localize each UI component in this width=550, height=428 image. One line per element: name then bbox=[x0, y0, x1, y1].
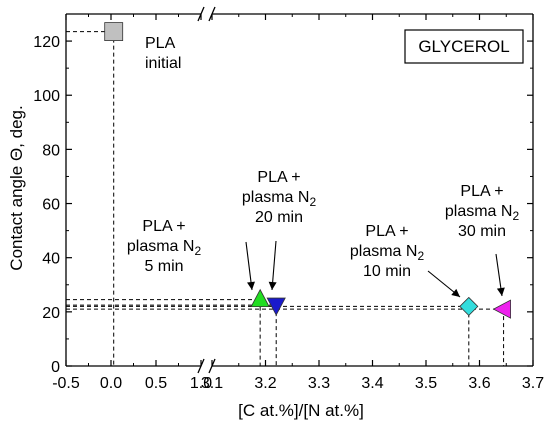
ticks: 0 20 40 60 80 100 120 -0.5 0.0 0.5 1.03.1 3.2 3.3 3.4… bbox=[33, 14, 544, 392]
annotation-line: 20 min bbox=[255, 209, 303, 226]
legend-box-label: GLYCEROL bbox=[418, 37, 509, 56]
y-tick-label: 120 bbox=[33, 34, 60, 51]
annotation-line: plasma N2 bbox=[445, 203, 520, 223]
annotation-line: 30 min bbox=[458, 223, 506, 240]
annotation-line: PLA + bbox=[257, 169, 300, 186]
annotation-line: plasma N2 bbox=[127, 238, 202, 258]
annotation-line: 5 min bbox=[144, 258, 183, 275]
annotation-arrow-line bbox=[245, 241, 253, 291]
annotation-arrow-head bbox=[496, 287, 505, 296]
x-tick-label: 3.1 bbox=[201, 375, 223, 392]
annotation-line: initial bbox=[145, 55, 181, 72]
annotation-line: PLA + bbox=[365, 223, 408, 240]
x-tick-label: 3.4 bbox=[361, 375, 383, 392]
annotation-arrows bbox=[245, 240, 505, 298]
annotation-line: 10 min bbox=[363, 263, 411, 280]
data-point-diamond bbox=[459, 296, 479, 316]
x-tick-label: 0.5 bbox=[145, 375, 167, 392]
y-tick-label: 20 bbox=[42, 305, 60, 322]
x-tick-label: 3.5 bbox=[415, 375, 437, 392]
x-tick-label: 0.0 bbox=[100, 375, 122, 392]
subscript: 2 bbox=[194, 244, 201, 258]
legend-box-frame bbox=[404, 29, 524, 64]
y-tick-label: 40 bbox=[42, 251, 60, 268]
x-axis-title: [C at.%]/[N at.%] bbox=[238, 401, 364, 420]
annotation-line: PLA + bbox=[460, 183, 503, 200]
y-tick-label: 80 bbox=[42, 142, 60, 159]
annotation-label: PLA initial bbox=[145, 35, 181, 72]
annotation-line: PLA bbox=[145, 35, 176, 52]
subscript: 2 bbox=[417, 249, 424, 263]
legend-box: GLYCEROL bbox=[404, 29, 524, 64]
annotation-line: PLA + bbox=[142, 218, 185, 235]
annotation-arrow-line bbox=[271, 240, 277, 291]
data-point-square bbox=[104, 22, 124, 42]
y-tick-label: 100 bbox=[33, 88, 60, 105]
y-tick-label: 60 bbox=[42, 197, 60, 214]
markers bbox=[104, 22, 511, 319]
data-point-triangle-up bbox=[250, 288, 270, 308]
x-tick-label: 1.0 bbox=[190, 375, 212, 392]
subscript: 2 bbox=[309, 195, 316, 209]
annotation-label: PLA + plasma N25 min bbox=[127, 218, 202, 275]
annotation-arrow-head bbox=[451, 288, 460, 297]
x-tick-label: 3.6 bbox=[468, 375, 490, 392]
annotation-arrow-head bbox=[268, 281, 277, 290]
x-tick-label: 3.2 bbox=[254, 375, 276, 392]
y-axis-title: Contact angle Θ, deg. bbox=[7, 105, 26, 270]
data-point-triangle-left bbox=[492, 299, 511, 319]
x-tick-label: -0.5 bbox=[52, 375, 80, 392]
x-tick-label: 3.7 bbox=[522, 375, 544, 392]
annotation-line: plasma N2 bbox=[242, 189, 317, 209]
y-tick-label: 0 bbox=[51, 359, 60, 376]
data-point-triangle-down bbox=[266, 297, 286, 316]
annotation-arrow-head bbox=[247, 281, 255, 290]
axis-break-gap bbox=[201, 359, 212, 373]
annotation-line: plasma N2 bbox=[350, 243, 425, 263]
x-tick-label: 3.3 bbox=[308, 375, 330, 392]
axis-break-gap bbox=[201, 7, 212, 21]
subscript: 2 bbox=[512, 209, 519, 223]
